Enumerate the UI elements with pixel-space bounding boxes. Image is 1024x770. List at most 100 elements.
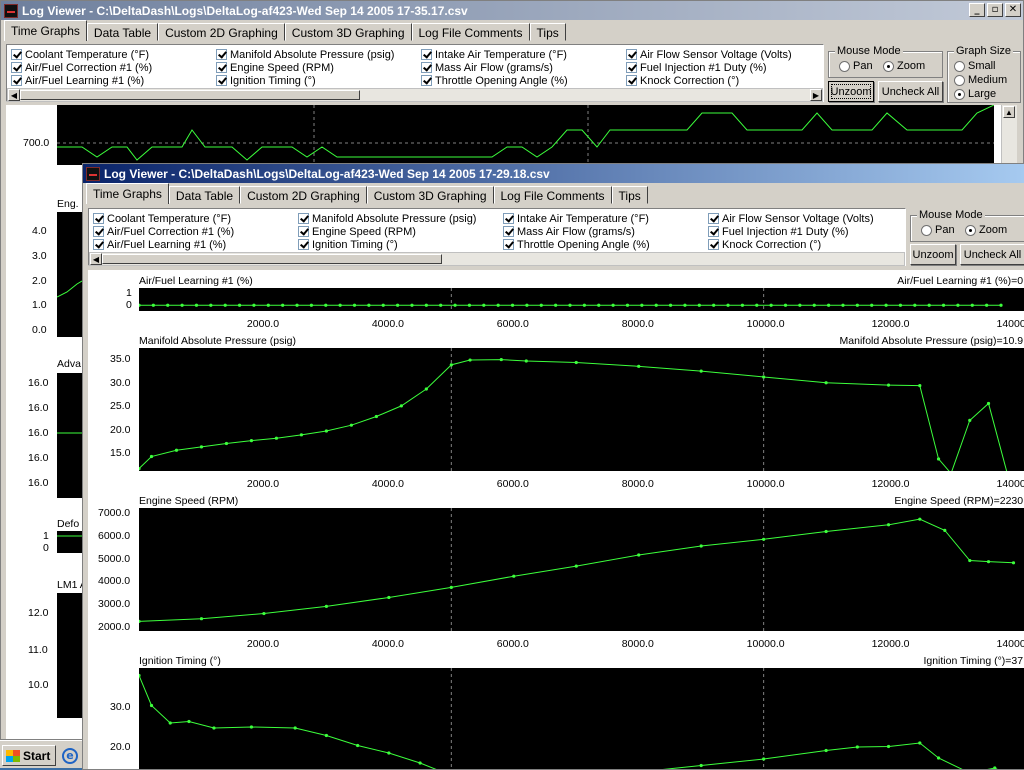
checkbox-engine-speed[interactable]: Engine Speed (RPM) [298, 225, 416, 238]
tab-time-graphs[interactable]: Time Graphs [86, 183, 169, 204]
tab-tips[interactable]: Tips [612, 186, 648, 204]
radio-zoom[interactable]: Zoom [965, 224, 1007, 236]
data-point [387, 596, 390, 599]
checkbox-air-fuel-learning[interactable]: Air/Fuel Learning #1 (%) [93, 238, 226, 251]
radio-pan[interactable]: Pan [839, 60, 873, 72]
back-unzoom-button[interactable]: Unzoom [828, 81, 874, 102]
scroll-left-icon[interactable]: ◀ [8, 89, 20, 101]
data-point [212, 726, 215, 729]
scroll-up-icon[interactable]: ▲ [1003, 106, 1015, 118]
checkbox-air-fuel-correction[interactable]: Air/Fuel Correction #1 (%) [93, 225, 234, 238]
front-mouse-mode-group: Mouse Mode Pan Zoom [910, 215, 1024, 242]
checklist-horizontal-scrollbar[interactable]: ◀ ▶ [7, 88, 823, 102]
checkbox-mass-air-flow[interactable]: Mass Air Flow (grams/s) [503, 225, 635, 238]
y-tick-label: 5000.0 [98, 553, 130, 565]
radio-size-small[interactable]: Small [954, 60, 996, 72]
back-adv-tick: 16.0 [28, 452, 48, 464]
checkbox-ignition-timing[interactable]: Ignition Timing (°) [298, 238, 398, 251]
back-title-bar[interactable]: Log Viewer - C:\DeltaDash\Logs\DeltaLog-… [1, 1, 1023, 20]
data-point [669, 304, 672, 307]
y-tick-label: 0 [126, 299, 132, 311]
data-point [396, 304, 399, 307]
radio-pan[interactable]: Pan [921, 224, 955, 236]
tab-custom-3d-graphing[interactable]: Custom 3D Graphing [367, 186, 494, 204]
checkbox-fuel-injection-duty[interactable]: Fuel Injection #1 Duty (%) [626, 61, 767, 74]
tab-custom-2d-graphing[interactable]: Custom 2D Graphing [158, 23, 285, 41]
restore-icon[interactable]: ▫ [987, 3, 1003, 17]
data-point [350, 424, 353, 427]
tab-custom-2d-graphing[interactable]: Custom 2D Graphing [240, 186, 367, 204]
front-channel-checklist: Coolant Temperature (°F) Manifold Absolu… [88, 208, 906, 266]
checkbox-manifold-absolute-pressure[interactable]: Manifold Absolute Pressure (psig) [216, 48, 394, 61]
radio-dot-icon [954, 89, 965, 100]
data-point [887, 384, 890, 387]
data-point [200, 445, 203, 448]
tab-log-file-comments[interactable]: Log File Comments [494, 186, 612, 204]
checkbox-knock-correction[interactable]: Knock Correction (°) [626, 74, 739, 87]
checkbox-knock-correction[interactable]: Knock Correction (°) [708, 238, 821, 251]
radio-dot-icon [965, 225, 976, 236]
x-tick-label: 10000.0 [747, 318, 785, 330]
checkbox-coolant-temperature[interactable]: Coolant Temperature (°F) [93, 212, 231, 225]
data-point [825, 749, 828, 752]
checkbox-intake-air-temperature[interactable]: Intake Air Temperature (°F) [421, 48, 567, 61]
front-unzoom-button[interactable]: Unzoom [910, 244, 956, 265]
tab-data-table[interactable]: Data Table [169, 186, 240, 204]
start-button[interactable]: Start [2, 745, 56, 766]
checkbox-fuel-injection-duty[interactable]: Fuel Injection #1 Duty (%) [708, 225, 849, 238]
checkbox-ignition-timing[interactable]: Ignition Timing (°) [216, 74, 316, 87]
checkbox-check-icon [421, 75, 432, 86]
checkbox-check-icon [708, 239, 719, 250]
data-point [887, 523, 890, 526]
checkbox-coolant-temperature[interactable]: Coolant Temperature (°F) [11, 48, 149, 61]
front-uncheck-all-button[interactable]: Uncheck All [960, 244, 1024, 265]
internet-explorer-icon[interactable]: e [62, 748, 78, 764]
scroll-right-icon[interactable]: ▶ [810, 89, 822, 101]
chart-readout: Ignition Timing (°)=37, [923, 655, 1024, 667]
minimize-icon[interactable]: _ [969, 3, 985, 17]
close-icon[interactable]: ✕ [1005, 3, 1021, 17]
tab-tips[interactable]: Tips [530, 23, 566, 41]
checkbox-throttle-opening-angle[interactable]: Throttle Opening Angle (%) [421, 74, 568, 87]
back-graph-vertical-scrollbar[interactable]: ▲ [1001, 105, 1017, 165]
checkbox-air-flow-sensor-voltage[interactable]: Air Flow Sensor Voltage (Volts) [626, 48, 792, 61]
data-point [150, 704, 153, 707]
tab-custom-3d-graphing[interactable]: Custom 3D Graphing [285, 23, 412, 41]
data-point [139, 304, 141, 307]
data-point [238, 304, 241, 307]
radio-size-medium[interactable]: Medium [954, 74, 1007, 86]
scroll-left-icon[interactable]: ◀ [90, 253, 102, 265]
scrollbar-thumb[interactable] [20, 90, 360, 100]
scrollbar-thumb[interactable] [102, 254, 442, 264]
front-log-viewer-window[interactable]: Log Viewer - C:\DeltaDash\Logs\DeltaLog-… [82, 163, 1024, 770]
checkbox-engine-speed[interactable]: Engine Speed (RPM) [216, 61, 334, 74]
back-eng-tick: 2.0 [32, 275, 47, 287]
back-uncheck-all-button[interactable]: Uncheck All [878, 81, 943, 102]
graph-size-group: Graph Size Small Medium Large [947, 51, 1021, 103]
data-point [225, 442, 228, 445]
tab-log-file-comments[interactable]: Log File Comments [412, 23, 530, 41]
tab-time-graphs[interactable]: Time Graphs [4, 20, 87, 41]
radio-size-large[interactable]: Large [954, 88, 996, 100]
front-title-bar[interactable]: Log Viewer - C:\DeltaDash\Logs\DeltaLog-… [83, 164, 1024, 183]
tab-data-table[interactable]: Data Table [87, 23, 158, 41]
checklist-horizontal-scrollbar[interactable]: ◀ [89, 252, 905, 266]
checkbox-air-fuel-learning[interactable]: Air/Fuel Learning #1 (%) [11, 74, 144, 87]
taskbar: Start e [0, 740, 82, 768]
checkbox-mass-air-flow[interactable]: Mass Air Flow (grams/s) [421, 61, 553, 74]
checkbox-air-fuel-correction[interactable]: Air/Fuel Correction #1 (%) [11, 61, 152, 74]
radio-dot-icon [921, 225, 932, 236]
front-graph-area: Air/Fuel Learning #1 (%) Air/Fuel Learni… [88, 270, 1024, 770]
checkbox-check-icon [93, 239, 104, 250]
data-point [468, 304, 471, 307]
data-point [209, 304, 212, 307]
radio-zoom[interactable]: Zoom [883, 60, 925, 72]
data-point [968, 419, 971, 422]
data-point [425, 387, 428, 390]
checkbox-throttle-opening-angle[interactable]: Throttle Opening Angle (%) [503, 238, 650, 251]
checkbox-manifold-absolute-pressure[interactable]: Manifold Absolute Pressure (psig) [298, 212, 476, 225]
data-point [583, 304, 586, 307]
checkbox-air-flow-sensor-voltage[interactable]: Air Flow Sensor Voltage (Volts) [708, 212, 874, 225]
data-point [497, 304, 500, 307]
checkbox-intake-air-temperature[interactable]: Intake Air Temperature (°F) [503, 212, 649, 225]
